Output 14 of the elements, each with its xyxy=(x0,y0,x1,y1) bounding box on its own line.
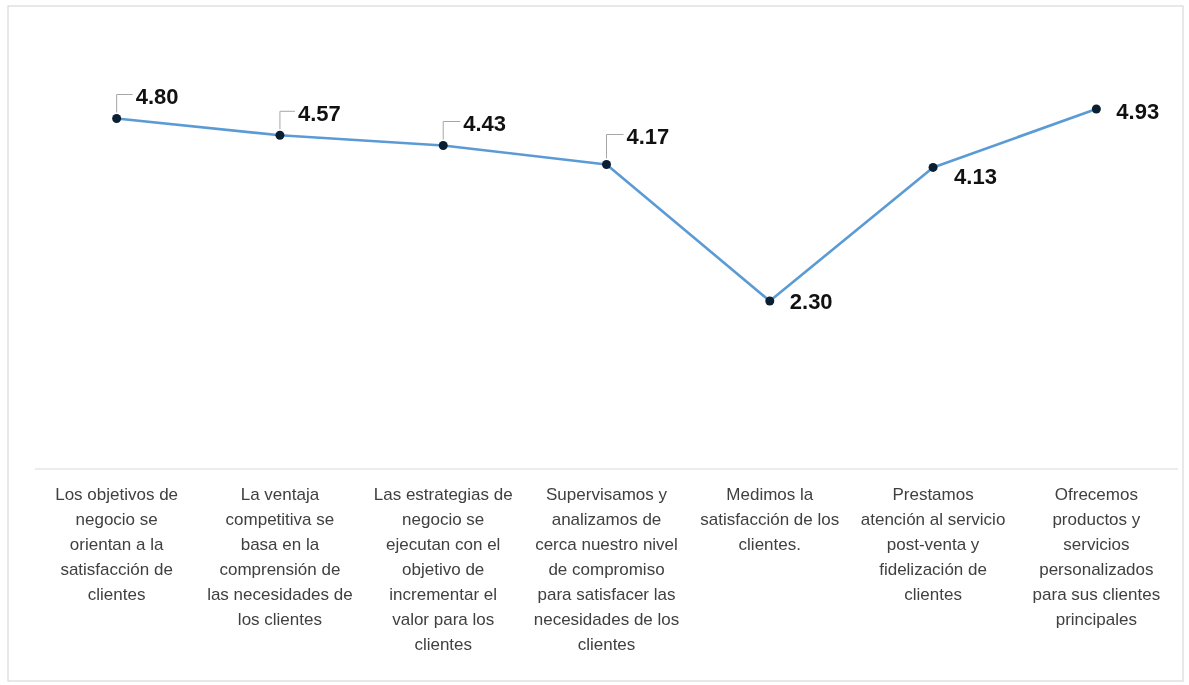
x-tick-label: Medimos la satisfacción de los clientes. xyxy=(700,485,840,554)
data-label: 4.13 xyxy=(954,163,997,189)
x-tick-label: Prestamos atención al servicio post-venta y fidelización de clientes xyxy=(860,485,1006,604)
data-label: 2.30 xyxy=(789,288,833,314)
data-label: 4.93 xyxy=(1116,98,1160,124)
x-tick-label: Ofrecemos productos y servicios personalizados para sus clientes principales xyxy=(1032,485,1161,629)
x-tick-label: Los objetivos de negocio se orientan a la satisfacción de clientes xyxy=(55,485,179,604)
data-label: 4.43 xyxy=(463,111,507,137)
data-label: 4.80 xyxy=(135,83,179,109)
data-label: 4.57 xyxy=(297,100,341,126)
data-label: 4.17 xyxy=(626,124,670,149)
x-tick-label: Las estrategias de negocio se ejecutan con el objetivo de incrementar el valor para los clientes xyxy=(373,485,513,654)
x-tick-label: Supervisamos y analizamos de cerca nuestro nivel de compromiso para satisfacer las necesidades de los clientes xyxy=(533,485,680,654)
x-tick-label: La ventaja competitiva se basa en la comprensión de las necesidades de los clientes xyxy=(207,485,353,629)
